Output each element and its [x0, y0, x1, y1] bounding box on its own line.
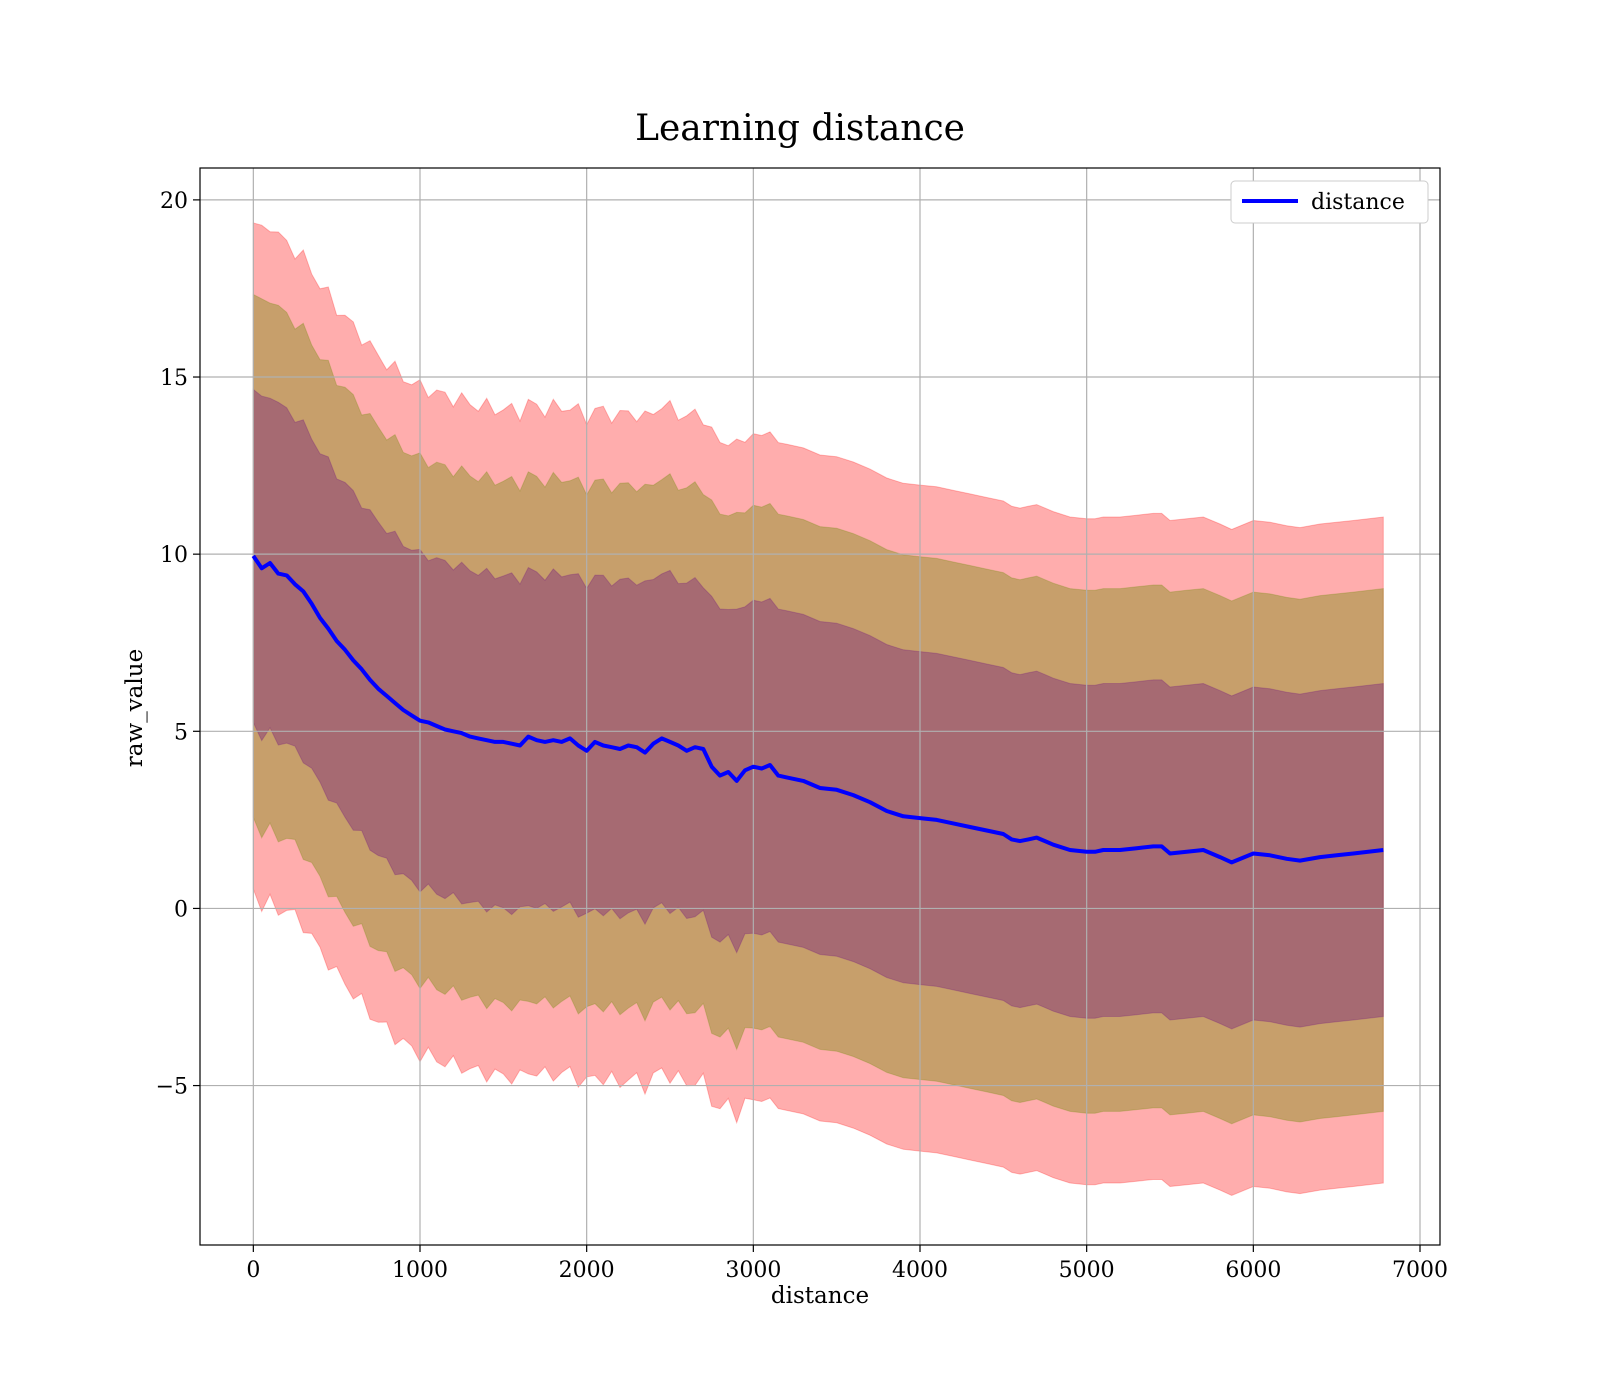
x-tick-label: 5000 [1059, 1258, 1115, 1283]
x-tick-label: 3000 [725, 1258, 781, 1283]
x-tick-label: 2000 [559, 1258, 615, 1283]
legend-label-distance: distance [1311, 190, 1405, 215]
series-line-distance [251, 554, 1384, 865]
y-tick-label: 0 [174, 897, 188, 922]
y-tick-label: 5 [174, 720, 188, 745]
band-outer [252, 222, 1384, 1196]
legend-box [1230, 180, 1429, 224]
x-tick-label: 0 [246, 1258, 260, 1283]
y-tick-label: 20 [160, 189, 188, 214]
legend: distance [1230, 180, 1429, 224]
x-tick-label: 6000 [1225, 1258, 1281, 1283]
y-tick-label: −5 [156, 1075, 188, 1100]
y-tick-label: 15 [160, 366, 188, 391]
y-tick-label: 10 [160, 543, 188, 568]
x-axis-label: distance [771, 1283, 869, 1309]
plot-frame [199, 167, 1441, 1246]
x-tick-label: 7000 [1392, 1258, 1448, 1283]
x-tick-label: 4000 [892, 1258, 948, 1283]
band-middle [252, 293, 1384, 1125]
chart-title: Learning distance [635, 108, 965, 149]
y-axis-label: raw_value [122, 649, 148, 767]
x-tick-label: 1000 [392, 1258, 448, 1283]
